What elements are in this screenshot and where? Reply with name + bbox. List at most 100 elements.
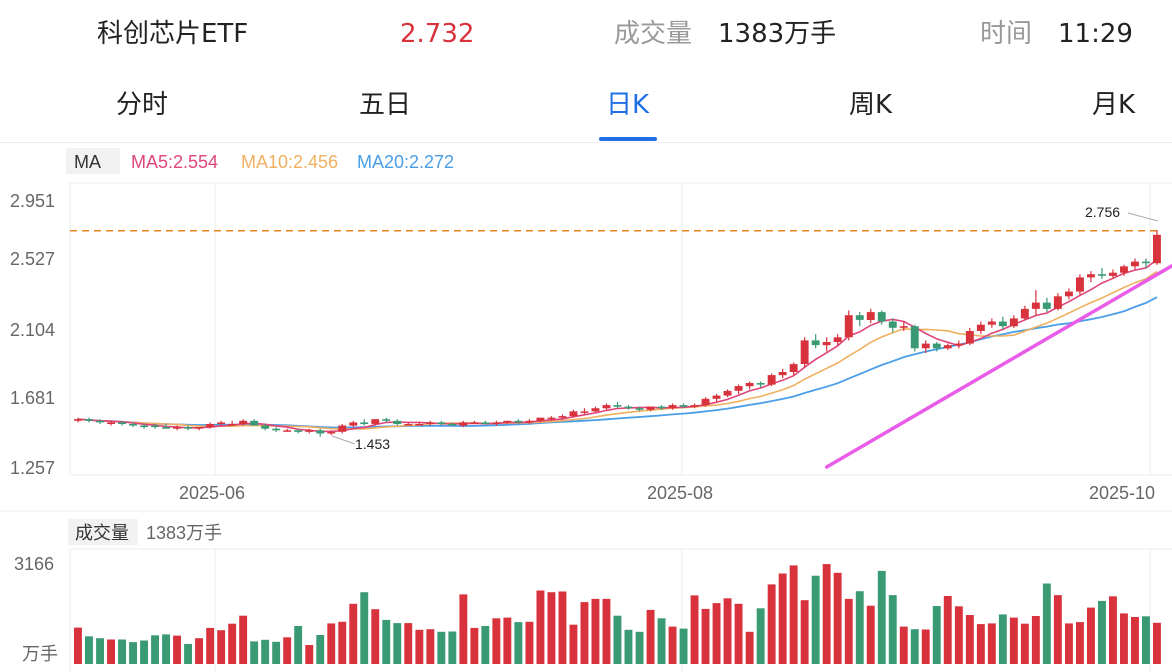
ma-legend-badge bbox=[66, 148, 120, 174]
candle-body bbox=[250, 420, 259, 426]
candle-body bbox=[107, 422, 115, 424]
volume-bar bbox=[118, 639, 126, 664]
volume-bar bbox=[382, 619, 391, 664]
tab-monthly-k[interactable]: 月K bbox=[1092, 90, 1136, 120]
candle-body bbox=[932, 343, 941, 349]
volume-bar bbox=[349, 603, 358, 664]
candle-body bbox=[1053, 296, 1062, 309]
candle-body bbox=[536, 417, 545, 421]
candle-body bbox=[85, 419, 93, 421]
volume-bar bbox=[1098, 600, 1106, 664]
candle-body bbox=[503, 420, 512, 423]
candle-body bbox=[624, 406, 633, 409]
volume-bar bbox=[921, 629, 930, 664]
price-tick-label: 1.257 bbox=[10, 458, 55, 478]
volume-bar bbox=[833, 572, 842, 664]
quote-header: 科创芯片ETF 2.732 成交量 1383万手 时间 11:29 bbox=[0, 0, 1172, 68]
candle-body bbox=[943, 345, 952, 349]
tab-daily-k[interactable]: 日K bbox=[606, 90, 650, 120]
candle-body bbox=[1087, 274, 1095, 278]
volume-bar bbox=[1042, 583, 1051, 664]
volume-bar bbox=[613, 615, 622, 664]
volume-bar bbox=[646, 609, 655, 664]
ma10-legend: MA10:2.456 bbox=[241, 152, 338, 172]
candle-body bbox=[195, 427, 203, 429]
volume-label: 成交量 bbox=[614, 19, 693, 49]
candle-body bbox=[162, 427, 170, 429]
candle-body bbox=[1109, 272, 1117, 276]
candle-body bbox=[525, 420, 534, 423]
candle-body bbox=[305, 430, 314, 432]
volume-bar bbox=[767, 584, 776, 664]
volume-bar bbox=[250, 641, 259, 664]
candle-body bbox=[844, 315, 853, 338]
kline-chart[interactable]: MA MA5:2.554 MA10:2.456 MA20:2.272 2.951… bbox=[0, 142, 1172, 672]
candle-body bbox=[404, 424, 413, 426]
candle-body bbox=[822, 342, 831, 346]
candle-body bbox=[118, 422, 126, 424]
volume-bar bbox=[492, 618, 501, 664]
volume-bar bbox=[1153, 622, 1161, 664]
volume-bar bbox=[503, 617, 512, 664]
volume-bar bbox=[789, 565, 798, 664]
volume-bar bbox=[459, 594, 468, 664]
candle-body bbox=[239, 420, 248, 424]
candle-body bbox=[866, 312, 875, 320]
volume-bar bbox=[569, 624, 578, 664]
candle-body bbox=[855, 315, 864, 320]
candle-body bbox=[1120, 266, 1128, 273]
candle-body bbox=[1042, 302, 1051, 309]
candle-body bbox=[547, 417, 556, 420]
candle-body bbox=[360, 422, 369, 424]
volume-bar bbox=[800, 600, 809, 664]
volume-bar bbox=[602, 598, 611, 664]
volume-bar bbox=[360, 592, 369, 664]
volume-bar bbox=[1020, 623, 1029, 664]
volume-bar bbox=[1142, 616, 1150, 664]
candle-body bbox=[789, 364, 798, 372]
candle-body bbox=[393, 420, 402, 424]
volume-legend-label: 成交量 bbox=[75, 523, 129, 543]
candle-body bbox=[976, 324, 985, 331]
tab-intraday[interactable]: 分时 bbox=[116, 90, 169, 120]
volume-bar bbox=[140, 640, 148, 664]
volume-bar bbox=[316, 635, 325, 664]
price-tick-label: 1.681 bbox=[10, 388, 55, 408]
volume-bar bbox=[954, 606, 963, 664]
tab-weekly-k[interactable]: 周K bbox=[849, 90, 893, 120]
period-tabs: 分时 五日 日K 周K 月K bbox=[0, 68, 1172, 143]
volume-bar bbox=[85, 636, 93, 664]
volume-bar bbox=[745, 631, 754, 664]
volume-bar bbox=[173, 635, 181, 664]
candle-body bbox=[965, 331, 974, 344]
volume-bar bbox=[712, 603, 721, 664]
volume-bar bbox=[657, 618, 666, 664]
candle-body bbox=[437, 422, 446, 424]
candle-body bbox=[833, 337, 842, 342]
volume-bar bbox=[327, 623, 336, 664]
candle-body bbox=[921, 343, 930, 349]
candle-body bbox=[745, 383, 754, 387]
candle-body bbox=[74, 419, 82, 421]
candle-body bbox=[1031, 302, 1040, 309]
candle-body bbox=[349, 422, 358, 426]
volume-bar bbox=[261, 639, 270, 664]
tab-five-day[interactable]: 五日 bbox=[359, 90, 412, 120]
candle-body bbox=[448, 424, 457, 426]
trend-line bbox=[824, 263, 1172, 469]
low-label-pointer bbox=[331, 435, 356, 445]
volume-bar bbox=[162, 634, 170, 664]
volume-legend-badge bbox=[68, 519, 138, 545]
volume-bar bbox=[393, 623, 402, 664]
candle-body bbox=[954, 343, 963, 346]
high-price-label: 2.756 bbox=[1085, 204, 1120, 220]
volume-bar bbox=[107, 639, 115, 664]
candles bbox=[74, 230, 1161, 437]
candle-body bbox=[1065, 291, 1073, 297]
volume-bar bbox=[899, 626, 908, 664]
candle-body bbox=[283, 430, 292, 432]
candle-body bbox=[646, 406, 655, 410]
candle-body bbox=[1020, 308, 1029, 319]
volume-legend-value: 1383万手 bbox=[146, 523, 222, 543]
volume-bar bbox=[1109, 596, 1117, 664]
